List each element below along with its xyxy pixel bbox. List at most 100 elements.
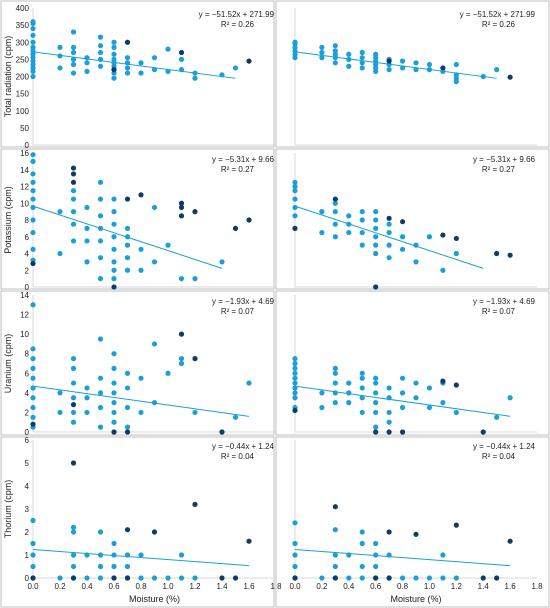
y-tick-label: 100 [16,107,30,116]
data-point [70,29,77,35]
data-point [319,49,325,56]
data-point [30,356,36,362]
data-point [319,575,325,581]
data-point [70,70,77,76]
data-point [111,365,117,371]
data-point [84,55,90,61]
data-point-dark [111,429,117,435]
data-point [97,225,104,231]
data-point-dark [373,429,379,435]
data-point [192,70,198,76]
data-point [70,221,77,227]
data-point [386,67,392,73]
chart-panel-8: 0.0 0.2 0.4 0.6 0.8 1.0 1.2 1.4 1.6 1.8 Moisture (… [275,436,550,608]
data-point [84,238,90,244]
data-point [124,404,131,411]
data-point [111,246,117,252]
data-point [359,55,365,61]
data-point [359,529,365,535]
y-tick-label: 6 [25,436,30,445]
data-point-dark [386,429,392,435]
trendline [294,548,511,567]
data-point [292,385,298,391]
data-point [292,356,298,362]
data-point [124,255,131,261]
data-point [440,552,446,558]
data-point [332,563,338,570]
data-point [30,346,36,352]
data-point [111,351,117,357]
regression-equation: y = −0.44x + 1.24 [212,442,275,451]
x-tick-label: 1.4 [216,582,228,591]
data-point [219,259,225,265]
data-point-dark [386,58,392,64]
data-point [84,385,90,391]
data-point [426,385,433,391]
y-tick-label: 8 [25,216,30,225]
data-point [111,196,117,202]
data-point [399,390,406,396]
data-point [111,552,117,558]
data-point-dark [386,529,392,535]
y-tick-label: 8 [25,350,30,359]
data-point [399,575,406,581]
y-tick-label: 14 [20,166,29,175]
r-squared-label: R² = 0.07 [482,307,516,316]
data-point [97,276,104,282]
data-point [70,196,77,202]
y-tick-label: 10 [20,330,29,339]
data-point [84,259,90,265]
data-point [413,60,419,66]
data-point [178,276,185,282]
data-point [292,183,298,190]
data-point [124,225,131,231]
data-point [440,575,446,581]
data-point [97,575,104,581]
data-point [413,242,419,248]
data-point-dark [124,39,131,45]
data-point [453,575,459,581]
data-point [426,404,433,411]
data-point [386,552,392,558]
y-axis-title: Potassium (cpm) [3,186,13,254]
data-point [124,234,131,240]
data-point [413,575,419,581]
data-point [319,229,325,236]
data-point [359,370,365,376]
data-point [219,72,225,78]
x-tick-label: 1.2 [189,582,201,591]
data-point [319,390,325,396]
y-tick-label: 12 [20,183,29,192]
data-point [97,179,104,185]
data-point-dark [178,331,185,337]
x-tick-label: 1.6 [505,582,517,591]
data-point [359,209,365,215]
data-point [70,61,77,68]
data-point [30,25,36,32]
data-point-dark [178,213,185,219]
data-point-dark [178,200,185,206]
data-point-dark [373,284,379,290]
data-point [192,75,198,81]
data-point [373,400,379,406]
r-squared-label: R² = 0.04 [221,452,255,461]
data-point-dark [138,192,144,198]
data-point [413,395,419,401]
data-point [30,563,36,570]
data-point [111,390,117,396]
data-point [57,575,63,581]
data-point [111,419,117,425]
data-point-dark [399,429,406,435]
data-point [440,267,446,273]
data-point [124,563,131,570]
data-point [57,65,63,71]
data-point-dark [292,225,298,231]
data-point [292,204,298,211]
data-point [292,213,298,219]
data-point [97,390,104,396]
data-point [124,424,131,430]
data-point [111,563,117,570]
data-point [359,217,365,223]
data-point [292,188,298,194]
